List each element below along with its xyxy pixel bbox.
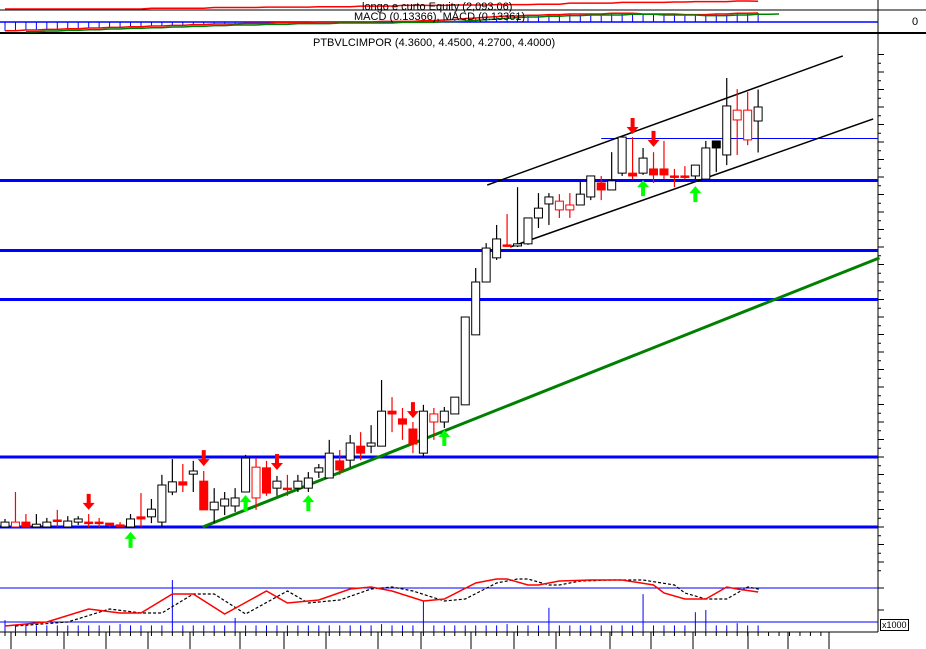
candle-body	[230, 497, 240, 507]
channel-line	[486, 55, 844, 186]
candle-body	[0, 521, 10, 528]
sell-arrow-icon	[406, 402, 419, 419]
buy-arrow-icon	[302, 495, 315, 512]
candle-body	[63, 520, 73, 528]
candle-body	[366, 442, 376, 447]
candle-body	[669, 175, 679, 178]
sell-arrow-icon	[197, 450, 210, 467]
sell-arrow-icon	[82, 493, 95, 510]
candle-body	[94, 521, 104, 525]
candle-body	[565, 204, 575, 211]
candle-body	[397, 418, 407, 425]
candle-body	[607, 180, 617, 191]
candle-body	[84, 521, 94, 525]
candle-body	[220, 498, 230, 507]
candle-body	[387, 410, 397, 415]
candle-body	[73, 518, 83, 523]
candle-body	[377, 410, 387, 447]
candle-body	[586, 175, 596, 198]
candle-body	[21, 521, 31, 528]
candle-body	[617, 136, 627, 174]
indicator-line	[4, 578, 759, 627]
candle-body	[502, 244, 512, 247]
candle-body	[690, 164, 700, 177]
candle-body	[439, 410, 449, 423]
candle-body	[554, 200, 564, 211]
candle-body	[335, 460, 345, 471]
trend-line	[202, 256, 881, 529]
candle-body	[188, 470, 198, 475]
sell-arrow-icon	[270, 453, 283, 470]
candle-body	[115, 524, 125, 527]
candle-body	[303, 477, 313, 489]
candle-body	[628, 172, 638, 177]
candle-body	[262, 467, 271, 494]
candle-body	[345, 442, 355, 461]
candle-body	[638, 157, 648, 174]
equity-label: longo e curto Equity (2,093.06)	[362, 1, 513, 13]
candle-body	[408, 428, 418, 445]
candle-body	[31, 523, 41, 528]
candle-body	[460, 316, 470, 406]
candle-body	[680, 175, 690, 178]
macd-label: MACD (0.13366), MACD (0.13361)	[354, 11, 526, 23]
candle-body	[209, 501, 219, 511]
candle-body	[282, 487, 292, 491]
buy-arrow-icon	[239, 495, 252, 512]
candle-body	[481, 247, 491, 283]
candle-body	[105, 522, 115, 526]
sell-arrow-icon	[647, 130, 660, 147]
equity-line	[5, 0, 759, 10]
candle-body	[52, 519, 62, 522]
candle-body	[722, 105, 732, 156]
candle-body	[251, 466, 261, 499]
candle-body	[356, 445, 366, 454]
candle-body	[523, 217, 533, 245]
candle-body	[471, 281, 481, 336]
candle-body	[711, 140, 721, 149]
candle-body	[324, 452, 334, 479]
candle-body	[649, 168, 659, 176]
candle-body	[167, 481, 177, 493]
candle-body	[544, 196, 554, 205]
candle-body	[450, 396, 460, 415]
candle-body	[732, 109, 742, 121]
buy-arrow-icon	[438, 430, 451, 447]
buy-arrow-icon	[689, 186, 702, 203]
candle-body	[753, 106, 763, 122]
candle-body	[314, 467, 324, 473]
buy-arrow-icon	[124, 531, 137, 548]
candle-body	[178, 481, 188, 486]
candle-body	[157, 484, 167, 523]
candle-body	[42, 521, 52, 528]
macd-line	[5, 12, 759, 32]
candle-body	[575, 193, 585, 206]
channel-line	[509, 118, 874, 248]
macd-zero-label: 0	[912, 16, 919, 28]
indicator-signal-line	[15, 578, 759, 627]
candle-body	[126, 518, 136, 528]
candle-body	[513, 243, 523, 247]
candle-body	[533, 207, 543, 219]
chart-title: PTBVLCIMPOR (4.3600, 4.4500, 4.2700, 4.4…	[313, 37, 556, 49]
candle-body	[429, 413, 439, 423]
candle-body	[241, 457, 251, 493]
candle-body	[596, 182, 606, 191]
candle-body	[701, 147, 711, 180]
candle-body	[418, 410, 428, 454]
buy-arrow-icon	[637, 180, 650, 197]
candle-body	[272, 480, 282, 489]
candle-body	[146, 508, 156, 518]
candle-body	[293, 480, 303, 489]
macd-signal-line	[25, 13, 780, 33]
candle-body	[199, 480, 209, 511]
candle-body	[659, 168, 669, 176]
sell-arrow-icon	[626, 117, 639, 134]
candle-body	[136, 516, 146, 520]
candle-body	[492, 238, 502, 259]
volume-unit-label: x1000	[880, 619, 909, 631]
candle-body	[10, 521, 20, 528]
candle-body	[743, 109, 753, 141]
